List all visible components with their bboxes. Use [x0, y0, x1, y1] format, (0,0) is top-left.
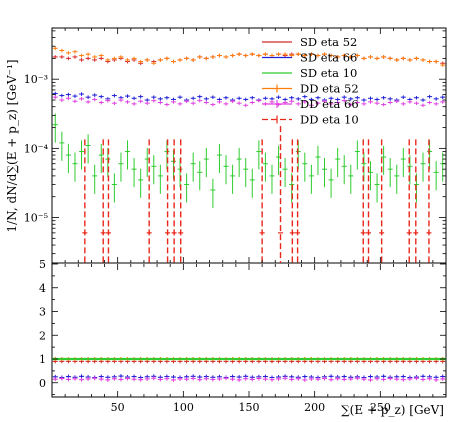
- legend-entry-sd-eta-66: SD eta 66: [262, 51, 357, 65]
- ratio-series-sd-eta-66: [52, 374, 446, 380]
- legend-entry-dd-eta-52: DD eta 52: [262, 82, 359, 96]
- x-tick-label: 250: [370, 401, 391, 414]
- legend-label: DD eta 52: [300, 82, 359, 96]
- y-tick-label-main: 10⁻⁴: [24, 142, 49, 155]
- legend-entry-sd-eta-52: SD eta 52: [262, 35, 357, 49]
- legend-entry-dd-eta-10: DD eta 10: [262, 113, 359, 127]
- x-tick-label: 100: [173, 401, 194, 414]
- x-tick-label: 50: [111, 401, 125, 414]
- y-tick-label-main: 10⁻⁵: [24, 212, 48, 225]
- series-sd-eta-10: [52, 113, 446, 208]
- series-dd-eta-52: [52, 46, 446, 67]
- legend-label: SD eta 10: [300, 66, 357, 80]
- legend-label: DD eta 10: [300, 113, 359, 127]
- y-tick-label-ratio: 5: [39, 258, 46, 271]
- main-plot-frame: [51, 27, 447, 264]
- y-tick-label-ratio: 0: [39, 377, 46, 390]
- y-axis-label: 1/N, dN/d∑(E + p_z) [GeV⁻¹]: [5, 60, 19, 233]
- x-axis-label: ∑(E + p_z) [GeV]: [341, 403, 444, 417]
- legend-entry-dd-eta-66: DD eta 66: [262, 97, 359, 111]
- legend-label: SD eta 66: [300, 51, 357, 65]
- main-plot-marks: [52, 46, 446, 263]
- legend-label: SD eta 52: [300, 35, 357, 49]
- ratio-series-dd-eta-66: [52, 376, 446, 382]
- y-tick-label-ratio: 4: [39, 282, 46, 295]
- legend-label: DD eta 66: [300, 97, 359, 111]
- series-sd-eta-66: [52, 91, 446, 102]
- x-tick-label: 200: [304, 401, 325, 414]
- axes: 50 100 150 200 250 10⁻⁵ 10⁻⁴ 10⁻³ 0 1 2 3 4 5: [24, 28, 447, 414]
- x-tick-label: 150: [239, 401, 260, 414]
- y-tick-label-main: 10⁻³: [24, 73, 48, 86]
- series-dd-eta-66: [52, 95, 446, 108]
- y-tick-label-ratio: 1: [39, 353, 46, 366]
- legend-entry-sd-eta-10: SD eta 10: [262, 66, 357, 80]
- ratio-plot-marks: [52, 357, 446, 382]
- series-sd-eta-52: [52, 52, 446, 66]
- ratio-plot-frame: [51, 262, 447, 398]
- y-tick-label-ratio: 3: [39, 306, 46, 319]
- y-tick-label-ratio: 2: [39, 329, 46, 342]
- series-dd-eta-10: [82, 126, 432, 263]
